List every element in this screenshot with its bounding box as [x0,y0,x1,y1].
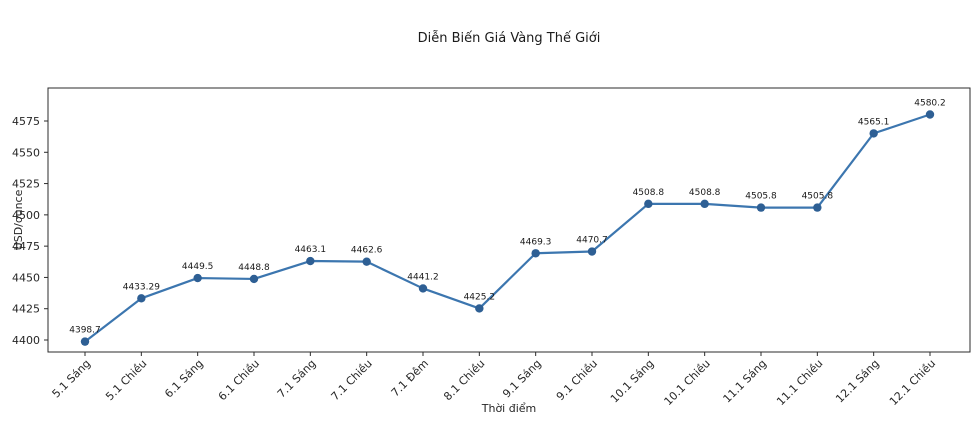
plot-area: 4400 4425 4450 4475 4500 4525 4550 4575 5.1 Sáng… [12,87,971,408]
data-point [587,247,597,256]
data-point-label: 4565.1 [858,117,890,127]
x-tick-label: 10.1 Sáng [608,357,657,406]
data-point [475,304,484,313]
chart-title: Diễn Biến Giá Vàng Thế Giới [418,31,601,46]
data-point-label: 4398.7 [69,326,101,336]
x-tick-label: 6.1 Chiều [216,357,262,403]
data-point-label: 4508.8 [689,188,721,198]
y-axis-label: USD/ounce [12,189,25,250]
x-tick-label: 11.1 Chiều [774,357,825,408]
data-point [362,257,371,266]
plot-border [47,87,971,353]
x-tick-label: 12.1 Chiều [887,357,938,408]
data-point [193,273,202,283]
x-tick-label: 10.1 Chiều [662,357,713,408]
data-point-label: 4448.8 [238,263,270,273]
y-tick-label: 4425 [12,303,40,316]
x-tick-label: 5.1 Chiều [103,357,149,403]
data-point [644,199,653,209]
data-point [418,284,428,293]
data-point [306,256,315,266]
data-point [137,294,146,303]
data-point-label: 4505.8 [745,192,777,202]
price-line [83,113,932,343]
y-tick-label: 4575 [12,115,40,128]
y-tick-label: 4525 [12,178,40,191]
y-tick-label: 4550 [12,146,40,159]
data-point [925,110,935,119]
data-point [700,199,709,209]
x-tick-label: 5.1 Sáng [50,357,94,401]
x-tick-label: 7.1 Sáng [275,357,319,401]
data-point [80,337,90,346]
x-tick-label: 12.1 Sáng [833,357,882,406]
data-point-label: 4469.3 [520,237,552,247]
data-point-label: 4505.8 [802,192,834,202]
y-tick-label: 4475 [12,240,40,253]
x-tick-label: 6.1 Sáng [162,357,206,401]
y-tick-label: 4450 [12,271,40,284]
y-tick-label: 4500 [12,209,40,222]
data-point-label: 4470.7 [576,236,608,246]
data-point-label: 4441.2 [407,272,439,282]
x-tick-label: 7.1 Đêm [389,357,431,399]
x-axis-label: Thời điểm [481,402,537,415]
data-point [813,203,822,212]
data-point-label: 4425.2 [464,292,496,302]
data-point [249,274,259,284]
data-point-label: 4508.8 [633,188,665,198]
data-point [756,203,766,212]
data-point [531,249,540,258]
data-point-label: 4462.6 [351,246,383,256]
x-tick-label: 9.1 Sáng [500,357,544,401]
x-tick-label: 8.1 Chiều [441,357,487,403]
data-point-label: 4449.5 [182,262,214,272]
y-tick-label: 4400 [12,334,40,347]
x-tick-label: 11.1 Sáng [721,357,770,406]
data-point-label: 4463.1 [295,245,327,255]
x-tick-label: 7.1 Chiều [329,357,375,403]
x-tick-label: 9.1 Chiều [554,357,600,403]
data-point-label: 4580.2 [914,98,946,108]
data-point [869,129,878,138]
data-point-label: 4433.29 [123,282,160,292]
